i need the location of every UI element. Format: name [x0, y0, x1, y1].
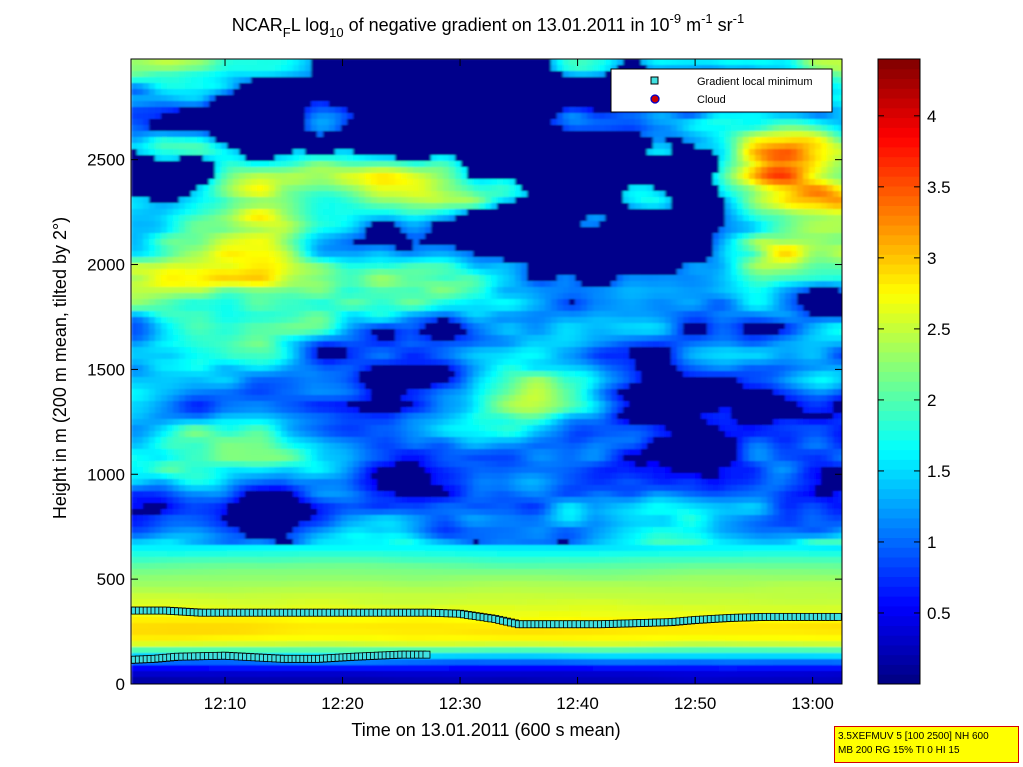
y-axis-label: Height in m (200 m mean, tilted by 2°) — [50, 217, 70, 519]
legend-label-gradient: Gradient local minimum — [697, 76, 813, 88]
x-tick-label: 12:40 — [556, 694, 599, 713]
gradient-minimum-point — [833, 612, 842, 621]
legend: Gradient local minimum Cloud — [610, 68, 833, 113]
y-tick-label: 2500 — [87, 151, 125, 170]
colorbar-tick-label: 0.5 — [927, 604, 951, 623]
colorbar-tick-label: 1.5 — [927, 462, 951, 481]
legend-marker-gradient — [650, 76, 659, 85]
chart-title: NCARFL log10 of negative gradient on 13.… — [232, 11, 744, 40]
info-box: 3.5XEFMUV 5 [100 2500] NH 600 MB 200 RG … — [834, 726, 1019, 763]
x-tick-label: 12:30 — [439, 694, 482, 713]
colorbar: 0.5 1 1.5 2 2.5 3 3.5 4 — [877, 58, 951, 685]
colorbar-tick-label: 2 — [927, 391, 936, 410]
x-tick-label: 12:10 — [204, 694, 247, 713]
y-tick-label: 2000 — [87, 256, 125, 275]
legend-label-cloud: Cloud — [697, 94, 726, 106]
colorbar-tick-label: 2.5 — [927, 320, 951, 339]
x-tick-label: 12:50 — [674, 694, 717, 713]
info-line-2: MB 200 RG 15% TI 0 HI 15 — [838, 745, 960, 756]
x-axis: 12:10 12:20 12:30 12:40 12:50 13:00 — [204, 59, 834, 713]
info-line-1: 3.5XEFMUV 5 [100 2500] NH 600 — [838, 731, 989, 742]
y-axis: 0 500 1000 1500 2000 2500 — [87, 151, 842, 694]
x-tick-label: 13:00 — [791, 694, 834, 713]
colorbar-tick-label: 1 — [927, 533, 936, 552]
colorbar-tick-label: 3 — [927, 249, 936, 268]
x-axis-label: Time on 13.01.2011 (600 s mean) — [351, 720, 620, 740]
colorbar-tick-label: 4 — [927, 107, 936, 126]
x-tick-label: 12:20 — [321, 694, 364, 713]
y-tick-label: 1500 — [87, 360, 125, 379]
legend-marker-cloud — [650, 94, 660, 104]
y-tick-label: 500 — [97, 570, 125, 589]
heatmap — [131, 59, 842, 684]
plot-frame — [130, 58, 843, 685]
y-tick-label: 1000 — [87, 465, 125, 484]
y-tick-label: 0 — [116, 675, 125, 694]
gradient-minimum-point — [422, 650, 431, 659]
gradient-minimum-markers — [131, 606, 842, 664]
colorbar-tick-label: 3.5 — [927, 178, 951, 197]
